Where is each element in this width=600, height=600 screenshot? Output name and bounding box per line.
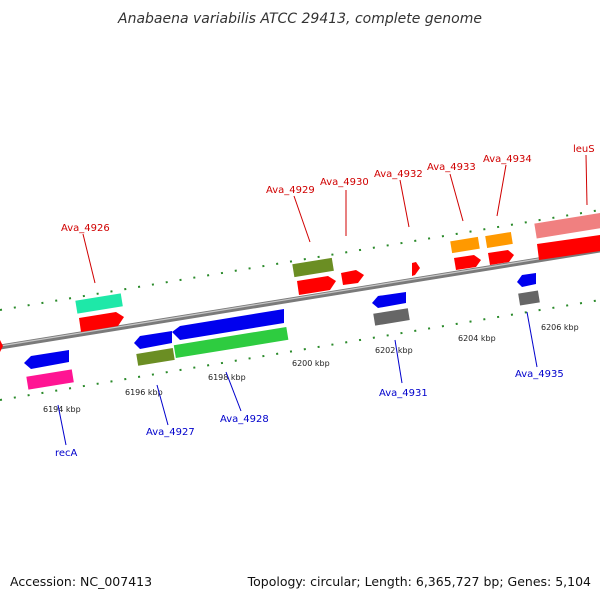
gene-ava-4927-feature[interactable] — [136, 348, 175, 366]
gene-reca-feature[interactable] — [26, 369, 74, 390]
gene-label-leus[interactable]: leuS — [573, 144, 595, 155]
gene-label-ava-4928[interactable]: Ava_4928 — [220, 414, 269, 425]
gene-ava-4934-cds[interactable] — [488, 250, 514, 265]
reverse-gene-labels: recA Ava_4927 Ava_4928 Ava_4931 Ava_4935 — [55, 369, 564, 459]
gene-label-ava-4932[interactable]: Ava_4932 — [374, 169, 423, 180]
forward-strand-genes — [0, 212, 600, 352]
gene-label-ava-4927[interactable]: Ava_4927 — [146, 427, 195, 438]
gene-ava-4934-feature[interactable] — [485, 231, 513, 249]
gene-label-ava-4933[interactable]: Ava_4933 — [427, 162, 476, 173]
gene-ava-4928-feature[interactable] — [173, 326, 289, 359]
kbp-label: 6194 kbp — [43, 405, 81, 414]
gene-label-ava-4929[interactable]: Ava_4929 — [266, 185, 315, 196]
reverse-strand-genes — [24, 273, 540, 390]
gene-label-ava-4931[interactable]: Ava_4931 — [379, 388, 428, 399]
gene-leus-cds[interactable] — [537, 235, 600, 260]
ruler-labels: 6194 kbp 6196 kbp 6198 kbp 6200 kbp 6202… — [43, 323, 579, 414]
gene-label-ava-4930[interactable]: Ava_4930 — [320, 177, 369, 188]
gene-leus-feature[interactable] — [534, 212, 600, 239]
kbp-label: 6200 kbp — [292, 359, 330, 368]
gene-ava-4931-feature[interactable] — [373, 308, 410, 326]
gene-label-ava-4926[interactable]: Ava_4926 — [61, 223, 110, 234]
map-title: Anabaena variabilis ATCC 29413, complete… — [117, 11, 482, 27]
forward-gene-labels: Ava_4926 Ava_4929 Ava_4930 Ava_4932 Ava_… — [61, 144, 595, 234]
gene-ava-4935-feature[interactable] — [518, 290, 540, 306]
gene-ava-4926-cds[interactable] — [79, 312, 124, 332]
gene-ava-4932-cds[interactable] — [412, 262, 420, 276]
gene-label-ava-4935[interactable]: Ava_4935 — [515, 369, 564, 380]
kbp-label: 6196 kbp — [125, 388, 163, 397]
gene-ava-4927-cds[interactable] — [134, 331, 172, 349]
gene-label-ava-4934[interactable]: Ava_4934 — [483, 154, 532, 165]
gene-ava-4933-feature[interactable] — [450, 236, 480, 254]
gene-ava-4929-feature[interactable] — [292, 257, 334, 278]
gene-label-reca[interactable]: recA — [55, 448, 78, 459]
gene-ava-4933-cds[interactable] — [454, 255, 481, 270]
reverse-label-leaders — [57, 311, 538, 446]
gene-partial-left-cds[interactable] — [0, 340, 3, 352]
gene-ava-4931-cds[interactable] — [372, 292, 406, 308]
gene-ava-4929-cds[interactable] — [297, 276, 336, 295]
accession-text: Accession: NC_007413 — [10, 574, 152, 589]
genome-backbone — [0, 247, 600, 350]
gene-ava-4928-cds[interactable] — [172, 309, 284, 340]
kbp-label: 6198 kbp — [208, 373, 246, 382]
gene-ava-4930-cds[interactable] — [341, 270, 364, 285]
gene-ava-4935-cds[interactable] — [517, 273, 536, 287]
gene-reca-cds[interactable] — [24, 350, 69, 369]
forward-label-leaders — [82, 154, 588, 284]
kbp-label: 6206 kbp — [541, 323, 579, 332]
kbp-label: 6204 kbp — [458, 334, 496, 343]
genome-summary-text: Topology: circular; Length: 6,365,727 bp… — [247, 574, 591, 589]
gene-ava-4926-feature[interactable] — [75, 293, 123, 314]
kbp-label: 6202 kbp — [375, 346, 413, 355]
